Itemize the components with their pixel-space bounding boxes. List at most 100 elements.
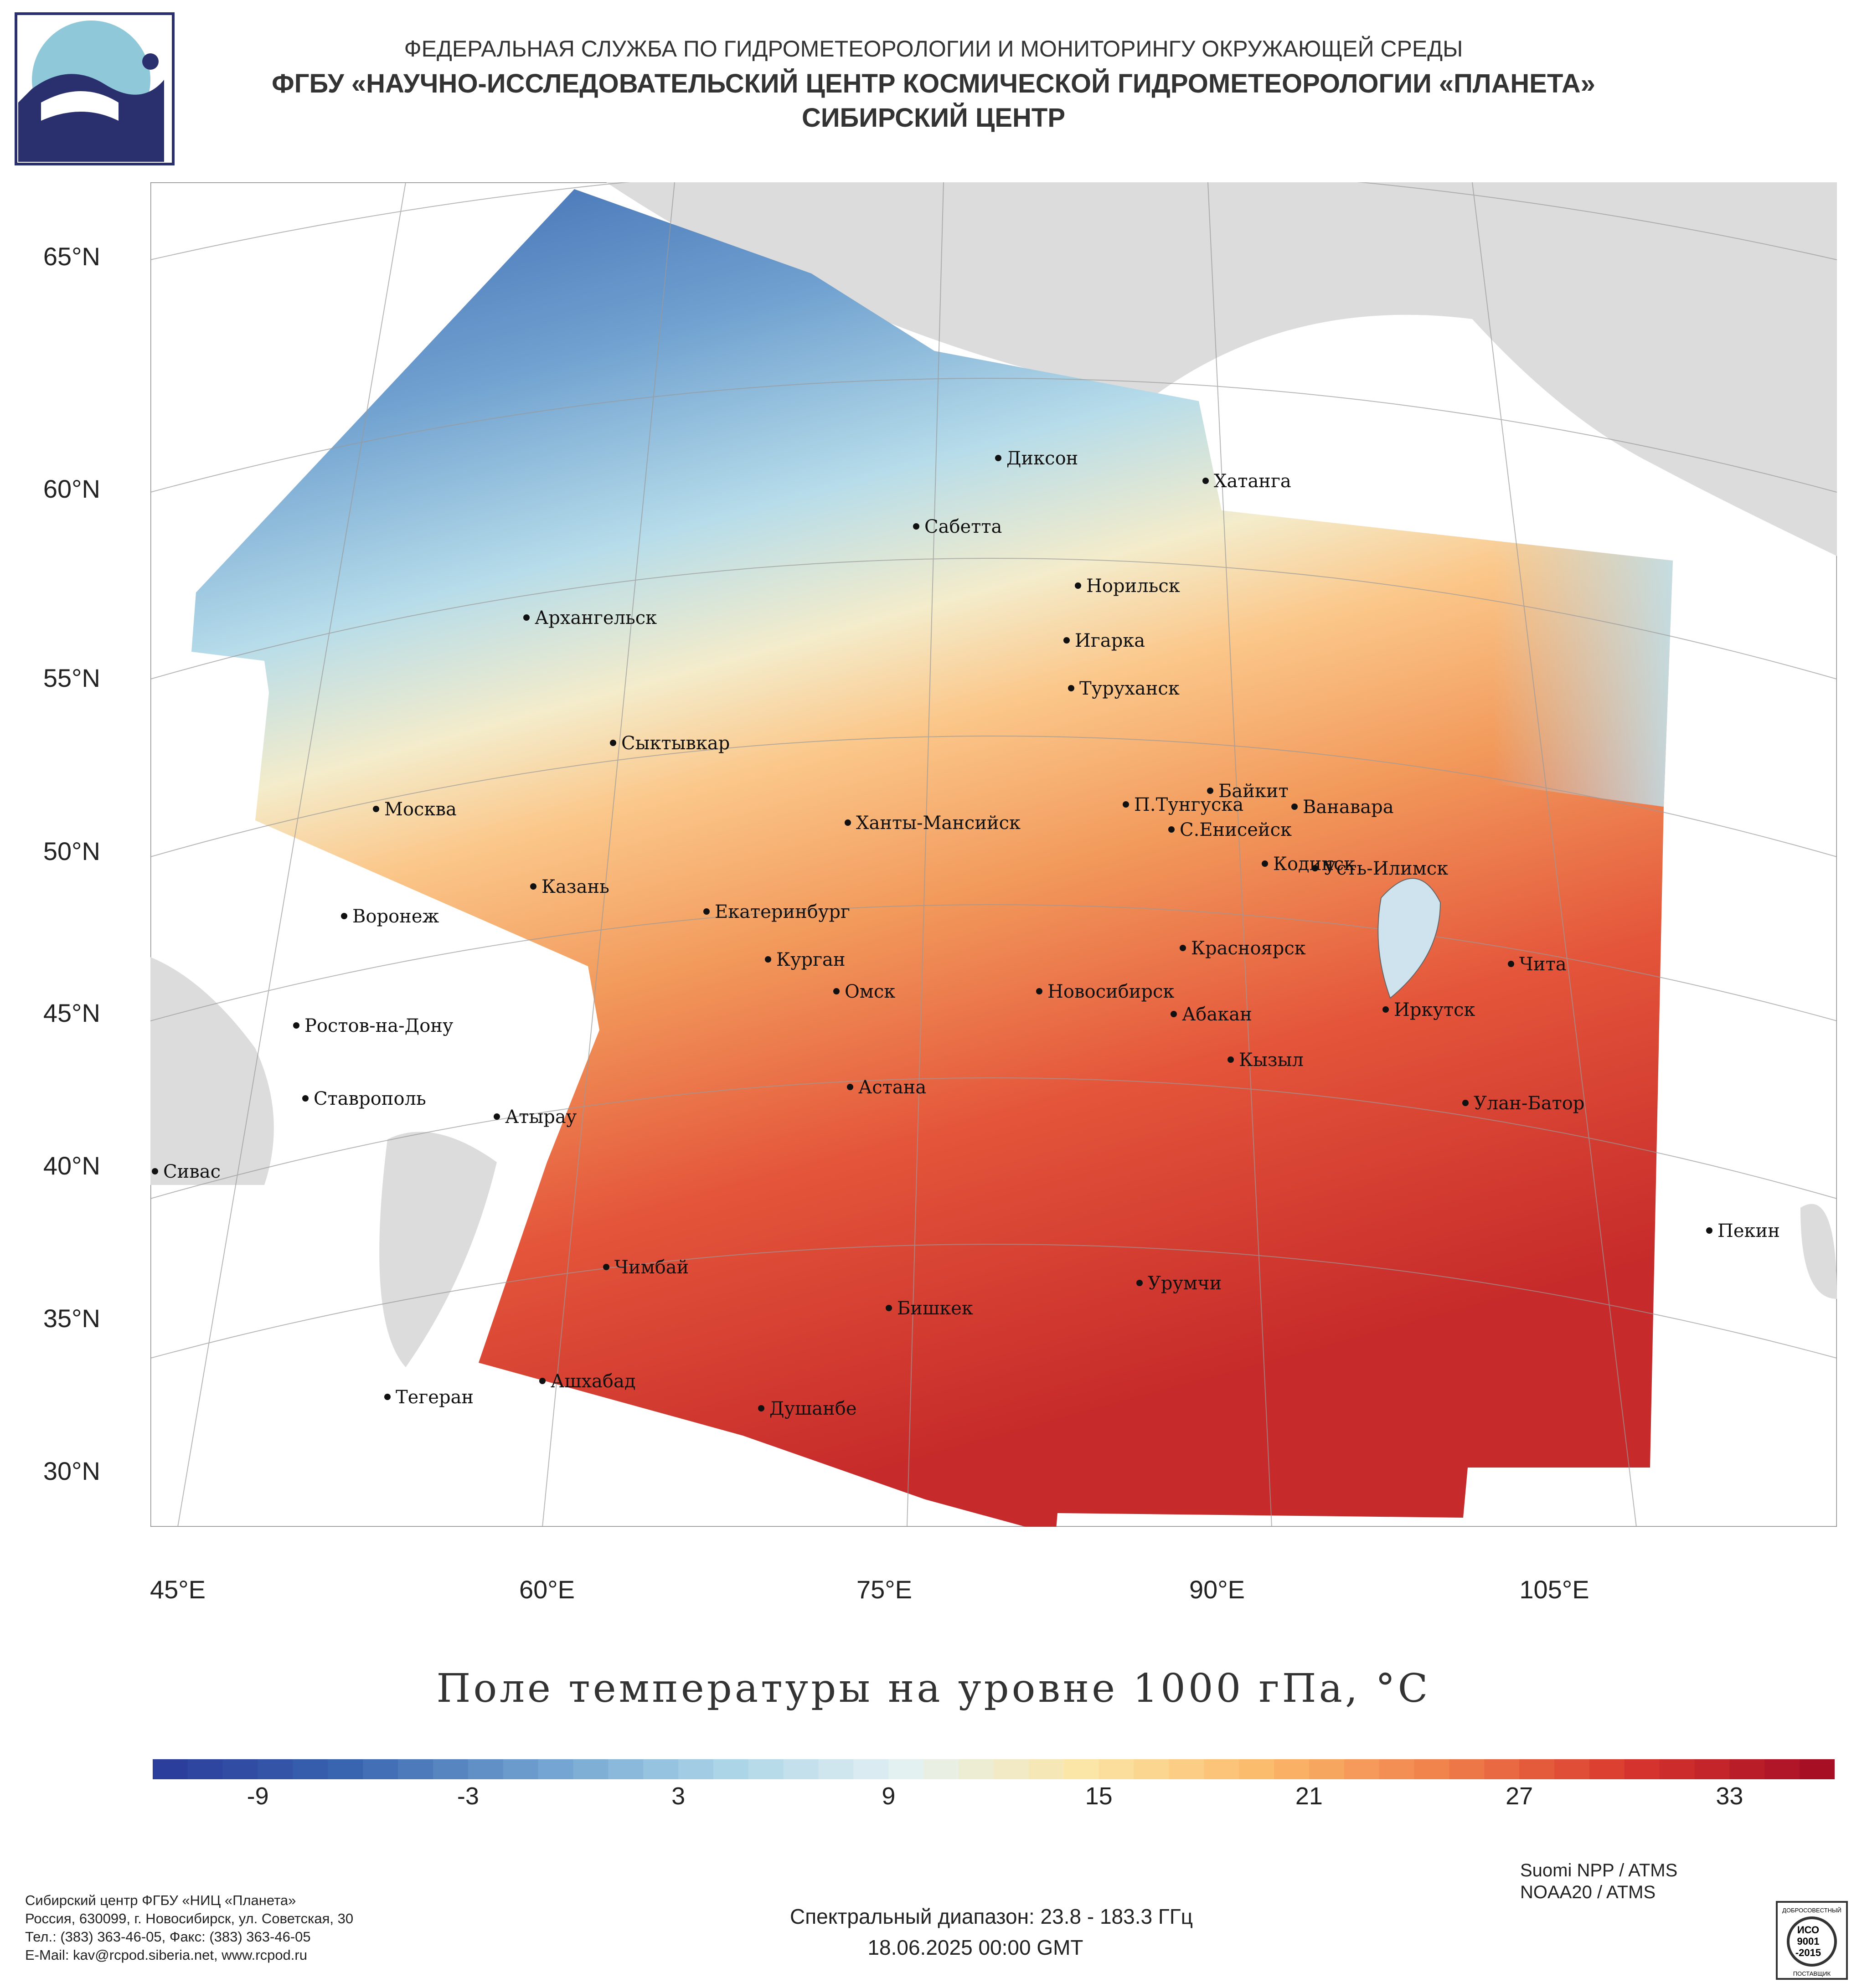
- city-label: Сабетта: [924, 516, 1002, 537]
- city-marker: Красноярск: [1180, 938, 1306, 959]
- colorbar-cell: [1099, 1759, 1135, 1779]
- city-layer: Диксон Хатанга Сабетта Норильск Архангельск И…: [152, 448, 1780, 1419]
- city-label: Красноярск: [1191, 938, 1306, 959]
- colorbar-cell: [608, 1759, 644, 1779]
- city-dot: [1262, 860, 1268, 867]
- lon-label: 45°E: [150, 1575, 206, 1604]
- city-label: Ханты-Мансийск: [856, 813, 1021, 834]
- city-dot: [341, 913, 347, 919]
- lat-label: 40°N: [43, 1151, 100, 1180]
- colorbar-tick-label: 33: [1716, 1782, 1743, 1810]
- city-marker: Байкит: [1207, 781, 1289, 802]
- city-dot: [847, 1084, 853, 1090]
- colorbar-cell: [503, 1759, 539, 1779]
- colorbar-cell: [153, 1759, 188, 1779]
- city-label: Байкит: [1218, 781, 1289, 802]
- city-marker: Ашхабад: [539, 1371, 635, 1392]
- city-label: Чита: [1519, 954, 1567, 975]
- city-marker: Абакан: [1171, 1004, 1252, 1025]
- colorbar-tick-label: 27: [1506, 1782, 1533, 1810]
- city-marker: Игарка: [1063, 630, 1145, 651]
- contact-block: Сибирский центр ФГБУ «НИЦ «Планета» Росс…: [25, 1891, 353, 1964]
- lat-label: 50°N: [43, 837, 100, 865]
- city-label: Абакан: [1182, 1004, 1252, 1025]
- colorbar-cell: [1449, 1759, 1485, 1779]
- city-dot: [1312, 865, 1318, 871]
- observation-datetime: 18.06.2025 00:00 GMT: [867, 1936, 1083, 1959]
- city-dot: [995, 455, 1001, 461]
- city-marker: Новосибирск: [1036, 981, 1174, 1002]
- colorbar-tick-label: -3: [457, 1782, 479, 1810]
- graticule: [150, 182, 1837, 1527]
- city-label: Новосибирск: [1047, 981, 1174, 1002]
- colorbar-cell: [1028, 1759, 1064, 1779]
- colorbar-cell: [1554, 1759, 1590, 1779]
- city-label: Курган: [776, 949, 846, 970]
- city-label: Иркутск: [1394, 999, 1475, 1020]
- colorbar-cell: [1624, 1759, 1660, 1779]
- city-marker: Пекин: [1706, 1221, 1780, 1241]
- city-marker: Ставрополь: [302, 1088, 426, 1109]
- city-dot: [1508, 961, 1514, 967]
- colorbar-cell: [818, 1759, 854, 1779]
- city-label: Туруханск: [1079, 678, 1180, 699]
- city-dot: [1136, 1280, 1143, 1286]
- lon-label: 105°E: [1519, 1575, 1589, 1604]
- city-dot: [152, 1168, 158, 1174]
- colorbar-cell: [573, 1759, 609, 1779]
- city-marker: Казань: [530, 876, 609, 897]
- city-label: Игарка: [1075, 630, 1145, 651]
- city-dot: [539, 1378, 546, 1384]
- colorbar-cell: [433, 1759, 469, 1779]
- city-dot: [1075, 582, 1081, 589]
- temperature-map: Диксон Хатанга Сабетта Норильск Архангельск И…: [150, 182, 1837, 1527]
- city-dot: [765, 956, 771, 963]
- city-marker: Сивас: [152, 1161, 221, 1182]
- city-label: Архангельск: [535, 608, 657, 628]
- colorbar-cell: [1659, 1759, 1695, 1779]
- city-label: Бишкек: [897, 1298, 973, 1319]
- colorbar-cell: [1729, 1759, 1765, 1779]
- city-label: Ростов-на-Дону: [304, 1015, 454, 1036]
- colorbar-cell: [959, 1759, 994, 1779]
- city-label: Воронеж: [352, 906, 439, 927]
- city-label: Астана: [858, 1077, 926, 1098]
- contact-line: Россия, 630099, г. Новосибирск, ул. Сове…: [25, 1911, 354, 1926]
- lake-baikal: [1377, 878, 1441, 999]
- city-dot: [845, 819, 851, 826]
- city-dot: [913, 523, 919, 530]
- colorbar-cell: [468, 1759, 504, 1779]
- city-label: Ставрополь: [314, 1088, 426, 1109]
- city-label: П.Тунгуска: [1134, 794, 1243, 815]
- colorbar-cell: [1063, 1759, 1099, 1779]
- city-dot: [610, 740, 616, 746]
- city-label: Сивас: [163, 1161, 221, 1182]
- city-dot: [384, 1394, 391, 1400]
- city-marker: Ростов-на-Дону: [293, 1015, 454, 1036]
- lat-label: 45°N: [43, 999, 100, 1027]
- city-dot: [1382, 1006, 1389, 1013]
- city-marker: П.Тунгуска: [1123, 794, 1243, 815]
- city-marker: Воронеж: [341, 906, 439, 927]
- city-dot: [1291, 803, 1298, 810]
- city-dot: [1036, 988, 1042, 994]
- colorbar-cell: [1414, 1759, 1450, 1779]
- colorbar-cell: [258, 1759, 294, 1779]
- city-label: Урумчи: [1148, 1273, 1222, 1294]
- colorbar-cell: [1519, 1759, 1555, 1779]
- colorbar-cell: [678, 1759, 714, 1779]
- city-dot: [293, 1022, 299, 1029]
- colorbar-cell: [1344, 1759, 1380, 1779]
- city-label: Усть-Илимск: [1323, 858, 1448, 879]
- contact-line: Тел.: (383) 363-46-05, Факс: (383) 363-4…: [25, 1929, 311, 1945]
- contact-line: E-Mail: kav@rcpod.siberia.net, www.rcpod…: [25, 1947, 307, 1963]
- iso-line3: -2015: [1795, 1947, 1821, 1958]
- city-dot: [1168, 826, 1175, 833]
- city-dot: [1123, 801, 1129, 808]
- city-marker: Туруханск: [1068, 678, 1180, 699]
- city-marker: Ханты-Мансийск: [845, 813, 1021, 834]
- colorbar-cell: [1764, 1759, 1800, 1779]
- city-dot: [1462, 1100, 1469, 1106]
- planeta-logo: [15, 12, 175, 165]
- colorbar-tick-label: -9: [247, 1782, 269, 1810]
